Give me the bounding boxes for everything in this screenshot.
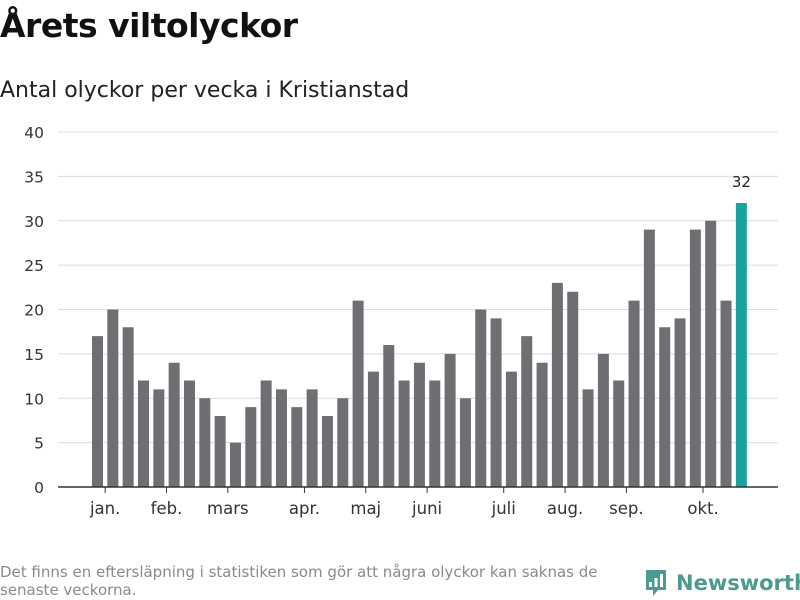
bar — [153, 389, 165, 487]
bar — [352, 300, 364, 487]
x-tick-label: apr. — [289, 499, 320, 518]
y-tick-label: 15 — [24, 346, 44, 364]
bar — [122, 327, 134, 487]
x-tick-label: maj — [350, 499, 381, 518]
bar — [689, 229, 701, 487]
bar — [92, 336, 103, 487]
x-tick-label: sep. — [609, 499, 643, 518]
footer-note: Det finns en eftersläpning i statistiken… — [0, 563, 598, 599]
bar — [291, 407, 303, 487]
x-tick-label: mars — [207, 499, 249, 518]
bar — [107, 309, 119, 487]
bar — [306, 389, 318, 487]
bar — [398, 380, 410, 487]
bar — [260, 380, 272, 487]
y-tick-label: 5 — [34, 435, 44, 453]
bar — [490, 318, 502, 487]
bar — [674, 318, 686, 487]
bar — [214, 416, 226, 487]
bar — [720, 300, 732, 487]
y-axis-ticks: 0 5 10 15 20 25 30 35 40 — [24, 124, 44, 497]
bar — [168, 362, 180, 487]
bar — [705, 220, 717, 487]
bar — [628, 300, 640, 487]
brand[interactable]: Newsworthy — [644, 566, 800, 600]
bar — [444, 353, 456, 487]
bar — [536, 362, 548, 487]
bar — [383, 345, 395, 487]
bar — [199, 398, 211, 487]
bar — [567, 291, 579, 487]
bar — [245, 407, 257, 487]
bar — [321, 416, 333, 487]
gridlines — [58, 131, 778, 444]
bar — [475, 309, 487, 487]
bar — [183, 380, 195, 487]
x-tick-label: juni — [411, 499, 442, 518]
y-tick-label: 25 — [24, 257, 44, 275]
bar — [367, 371, 379, 487]
y-tick-label: 40 — [24, 124, 44, 142]
bar — [413, 362, 425, 487]
x-tick-label: okt. — [687, 499, 718, 518]
bar — [337, 398, 349, 487]
x-tick-label: aug. — [547, 499, 583, 518]
bar — [275, 389, 287, 487]
bar — [137, 380, 149, 487]
data-label: 32 — [732, 173, 751, 191]
data-labels: 32 — [732, 173, 751, 191]
x-tick-label: juli — [491, 499, 516, 518]
y-tick-label: 30 — [24, 213, 44, 231]
chart-title: Årets viltolyckor — [0, 6, 298, 45]
newsworthy-logo-icon — [646, 570, 666, 596]
bar — [597, 353, 609, 487]
x-tick-label: jan. — [89, 499, 120, 518]
bar — [643, 229, 655, 487]
bar — [459, 398, 471, 487]
bar — [505, 371, 517, 487]
bar — [613, 380, 625, 487]
y-tick-label: 35 — [24, 168, 44, 186]
bar — [582, 389, 594, 487]
y-tick-label: 10 — [24, 390, 44, 408]
chart-subtitle: Antal olyckor per vecka i Kristianstad — [0, 78, 410, 103]
brand-name: Newsworthy — [676, 571, 800, 595]
x-axis-ticks: jan. feb. mars apr. maj juni juli aug. sep. okt. — [89, 487, 719, 518]
y-tick-label: 0 — [34, 479, 44, 497]
bars — [92, 203, 747, 487]
bar — [429, 380, 441, 487]
bar — [521, 336, 533, 487]
bar — [659, 327, 671, 487]
x-tick-label: feb. — [151, 499, 183, 518]
bar — [229, 442, 241, 487]
bar — [551, 282, 563, 487]
bar-highlight — [735, 203, 747, 487]
y-tick-label: 20 — [24, 302, 44, 320]
